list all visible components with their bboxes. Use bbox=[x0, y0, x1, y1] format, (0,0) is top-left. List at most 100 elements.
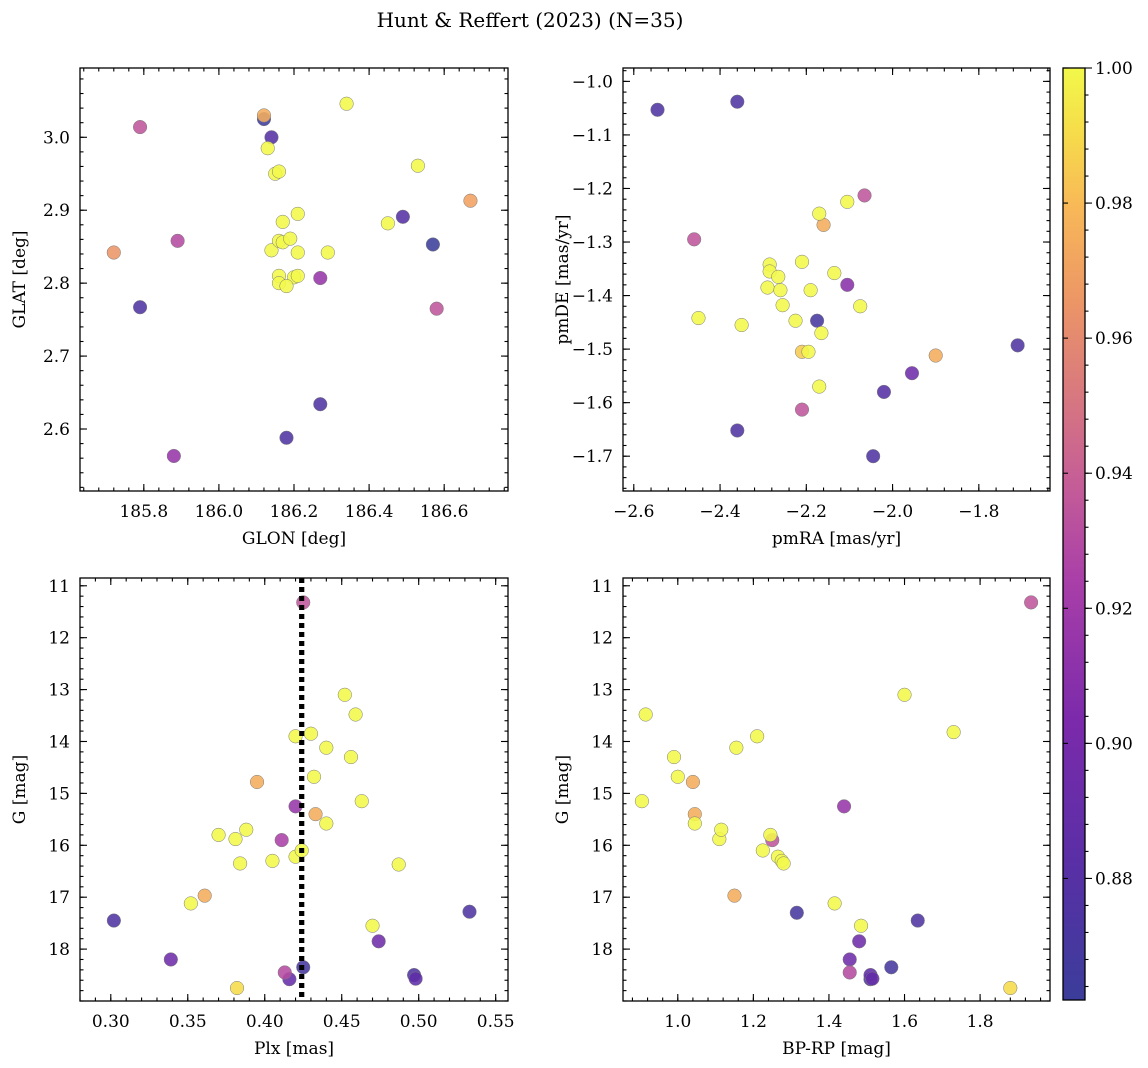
data-point bbox=[634, 794, 649, 809]
y-tick-label: 11 bbox=[48, 577, 70, 597]
data-point bbox=[788, 313, 803, 328]
colorbar-tick-label: 0.96 bbox=[1095, 329, 1133, 349]
data-point bbox=[395, 209, 410, 224]
data-point bbox=[687, 232, 702, 247]
y-tick-label: 12 bbox=[48, 629, 70, 649]
data-point bbox=[812, 206, 827, 221]
points bbox=[650, 94, 1025, 464]
y-tick-label: 13 bbox=[591, 681, 613, 701]
y-tick-label: −1.2 bbox=[572, 179, 613, 199]
y-tick-label: 2.6 bbox=[43, 420, 70, 440]
data-point bbox=[365, 918, 380, 933]
data-point bbox=[277, 965, 292, 980]
data-point bbox=[319, 816, 334, 831]
x-tick-label: 0.45 bbox=[323, 1012, 361, 1032]
data-point bbox=[760, 280, 775, 295]
data-point bbox=[348, 707, 363, 722]
data-point bbox=[380, 216, 395, 231]
data-point bbox=[771, 269, 786, 284]
data-point bbox=[794, 254, 810, 269]
data-point bbox=[773, 283, 788, 298]
data-point bbox=[211, 827, 226, 842]
data-point bbox=[853, 299, 868, 314]
x-tick-label: −2.2 bbox=[786, 502, 827, 522]
axes-frame bbox=[622, 67, 1051, 492]
points bbox=[106, 578, 477, 1001]
y-tick-label: −1.3 bbox=[572, 233, 613, 253]
data-point bbox=[463, 193, 478, 208]
x-tick-label: −2.6 bbox=[613, 502, 654, 522]
data-point bbox=[750, 729, 765, 744]
data-point bbox=[339, 96, 354, 111]
data-point bbox=[256, 108, 272, 123]
data-point bbox=[842, 965, 857, 980]
y-tick-label: −1.7 bbox=[572, 447, 613, 467]
data-point bbox=[638, 707, 653, 722]
y-tick-label: 15 bbox=[591, 784, 613, 804]
data-point bbox=[239, 822, 254, 837]
x-tick-label: 0.55 bbox=[477, 1012, 515, 1032]
scatter-panel-2: −2.6 −2.4 −2.2 −2.0 −1.8 −1.7 −1.6 −1.5 −1.4 −1.3… bbox=[553, 67, 1051, 549]
colorbar-tick-label: 0.88 bbox=[1095, 869, 1133, 889]
data-point bbox=[734, 317, 749, 333]
data-point bbox=[133, 300, 148, 315]
colorbar: 0.88 0.90 0.92 0.94 0.96 0.98 1.00 bbox=[1062, 59, 1133, 1001]
data-point bbox=[274, 833, 289, 848]
x-tick-label: 185.8 bbox=[119, 502, 168, 522]
y-tick-label: 15 bbox=[48, 784, 70, 804]
x-tick-label: 1.0 bbox=[664, 1012, 691, 1032]
y-tick-label: 14 bbox=[591, 732, 613, 752]
data-point bbox=[354, 794, 369, 809]
data-point bbox=[801, 344, 816, 359]
data-point bbox=[730, 423, 745, 438]
data-point bbox=[691, 311, 706, 326]
data-point bbox=[275, 214, 290, 229]
data-point bbox=[789, 905, 804, 920]
data-point bbox=[410, 158, 425, 173]
scatter-panel-1: 185.8 186.0 186.2 186.4 186.6 2.6 2.7 2.8 2.9 3.0… bbox=[10, 67, 509, 549]
x-tick-label: 186.2 bbox=[270, 502, 319, 522]
data-point bbox=[814, 325, 829, 341]
data-point bbox=[840, 277, 855, 292]
x-axis-label: Plx [mas] bbox=[254, 1039, 334, 1059]
y-tick-label: 12 bbox=[591, 629, 613, 649]
data-point bbox=[228, 832, 243, 847]
data-point bbox=[313, 270, 328, 286]
y-tick-label: 17 bbox=[48, 888, 70, 908]
data-point bbox=[946, 725, 961, 740]
y-tick-label: 18 bbox=[48, 940, 70, 960]
x-tick-label: 1.8 bbox=[967, 1012, 994, 1032]
data-point bbox=[106, 913, 121, 928]
data-point bbox=[288, 729, 303, 744]
x-tick-label: 186.6 bbox=[420, 502, 469, 522]
data-point bbox=[290, 245, 305, 260]
data-point bbox=[803, 283, 818, 298]
data-point bbox=[827, 266, 842, 281]
data-point bbox=[904, 366, 920, 381]
data-point bbox=[714, 822, 729, 837]
y-tick-label: 17 bbox=[591, 888, 613, 908]
data-point bbox=[842, 952, 857, 967]
y-axis-label: pmDE [mas/yr] bbox=[553, 214, 573, 344]
y-tick-label: 2.9 bbox=[43, 201, 70, 221]
y-tick-label: 2.7 bbox=[43, 347, 70, 367]
y-tick-label: 13 bbox=[48, 681, 70, 701]
data-point bbox=[1024, 595, 1039, 610]
data-point bbox=[775, 298, 790, 313]
data-point bbox=[279, 430, 294, 445]
y-tick-label: 2.8 bbox=[43, 274, 70, 294]
data-point bbox=[670, 769, 685, 784]
data-point bbox=[306, 769, 322, 784]
data-point bbox=[794, 402, 810, 417]
x-tick-label: 1.4 bbox=[815, 1012, 842, 1032]
data-point bbox=[1003, 980, 1018, 996]
data-point bbox=[170, 233, 185, 248]
y-axis-label: G [mag] bbox=[10, 755, 30, 824]
data-point bbox=[343, 750, 359, 765]
y-tick-label: −1.6 bbox=[572, 394, 613, 414]
x-tick-label: 186.0 bbox=[195, 502, 244, 522]
data-point bbox=[313, 397, 328, 412]
data-point bbox=[730, 94, 745, 109]
data-point bbox=[837, 799, 852, 814]
y-tick-label: 18 bbox=[591, 940, 613, 960]
